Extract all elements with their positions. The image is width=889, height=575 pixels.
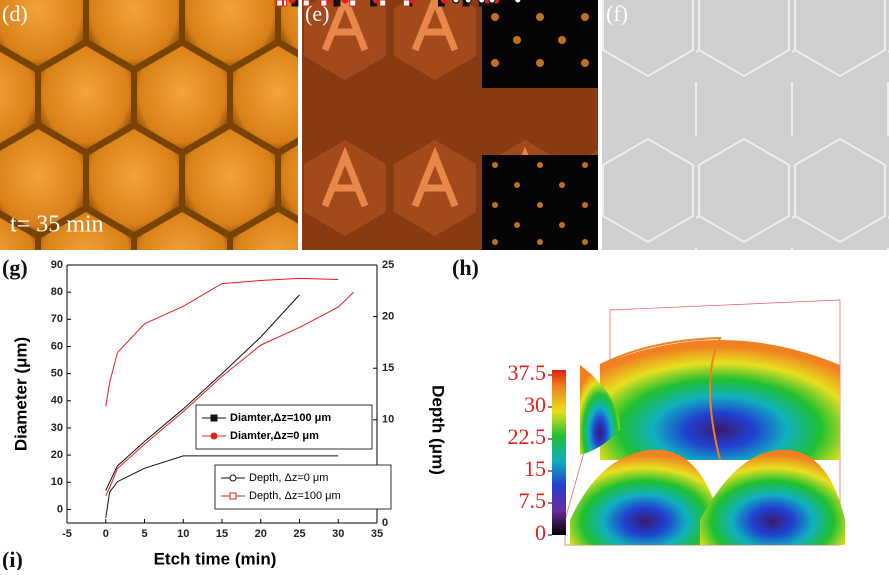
legend-marker	[229, 474, 237, 482]
marker	[341, 0, 349, 4]
y2-axis-label: Depth (μm)	[429, 385, 448, 475]
legend-box	[214, 464, 392, 510]
dots	[491, 13, 589, 245]
legend-marker	[210, 414, 218, 422]
surface	[564, 299, 845, 546]
marker	[440, 0, 448, 4]
panel-label: (h)	[452, 255, 479, 280]
series-line	[105, 294, 300, 491]
y-tick-label: 0	[57, 503, 63, 515]
annotation: t= 35 min	[10, 212, 104, 238]
y2-tick-label: 15	[382, 362, 394, 374]
image-d	[0, 0, 298, 250]
legend-label: Diamter,Δz=100 μm	[230, 412, 331, 424]
colorbar-label: 15	[524, 456, 546, 481]
y-tick-label: 50	[51, 368, 63, 380]
y2-tick-label: 0	[382, 517, 388, 529]
colorbar-label: 22.5	[508, 424, 547, 449]
x-axis-label: Etch time (min)	[154, 549, 277, 568]
series-line	[105, 291, 355, 497]
y2-tick-label: 25	[382, 259, 394, 271]
x-tick-label: 20	[255, 528, 267, 540]
marker	[288, 0, 296, 4]
marker	[402, 0, 410, 7]
x-tick-label: 0	[103, 528, 109, 540]
marker	[464, 0, 472, 4]
y-tick-label: 30	[51, 422, 63, 434]
y-tick-label: 10	[51, 476, 63, 488]
colorbar-label: 37.5	[508, 360, 547, 385]
marker	[333, 0, 341, 7]
colorbar-label: 30	[524, 392, 546, 417]
marker	[349, 0, 357, 7]
image-f	[602, 0, 889, 250]
legend-marker	[229, 492, 237, 500]
x-tick-label: 15	[216, 528, 228, 540]
legend-label: Depth, Δz=100 μm	[249, 490, 341, 502]
x-tick-label: 5	[141, 528, 147, 540]
legend-label: Depth, Δz=0 μm	[249, 472, 328, 484]
y-tick-label: 20	[51, 449, 63, 461]
legend-box	[195, 404, 373, 450]
marker	[452, 0, 460, 4]
y2-tick-label: 10	[382, 414, 394, 426]
x-tick-label: 30	[332, 528, 344, 540]
panel-label: (i)	[2, 547, 23, 570]
x-tick-label: 10	[177, 528, 189, 540]
x-tick-label: -5	[62, 528, 72, 540]
marker	[275, 0, 283, 7]
marker	[379, 0, 387, 7]
x-tick-label: 25	[293, 528, 305, 540]
panel-label: (d)	[2, 1, 28, 26]
marker	[408, 0, 416, 4]
panel-label: (g)	[2, 255, 28, 280]
y-tick-label: 70	[51, 313, 63, 325]
legend-marker	[210, 432, 218, 440]
y-tick-label: 80	[51, 286, 63, 298]
series-line	[105, 277, 339, 407]
marker	[514, 0, 522, 4]
marker	[478, 0, 486, 4]
y-tick-label: 60	[51, 340, 63, 352]
marker	[320, 0, 328, 7]
marker	[488, 0, 496, 4]
colorbar-label: 7.5	[519, 488, 547, 513]
panel-label: (f)	[606, 1, 628, 26]
y-tick-label: 40	[51, 395, 63, 407]
y-tick-label: 90	[51, 259, 63, 271]
colorbar	[552, 370, 566, 535]
series-line	[105, 455, 339, 518]
legend-label: Diamter,Δz=0 μm	[230, 430, 319, 442]
marker	[372, 0, 380, 4]
y2-tick-label: 20	[382, 311, 394, 323]
colorbar-label: 0	[535, 520, 546, 545]
marker	[302, 0, 310, 7]
x-tick-label: 35	[371, 528, 383, 540]
y-axis-label: Diameter (μm)	[11, 337, 30, 451]
